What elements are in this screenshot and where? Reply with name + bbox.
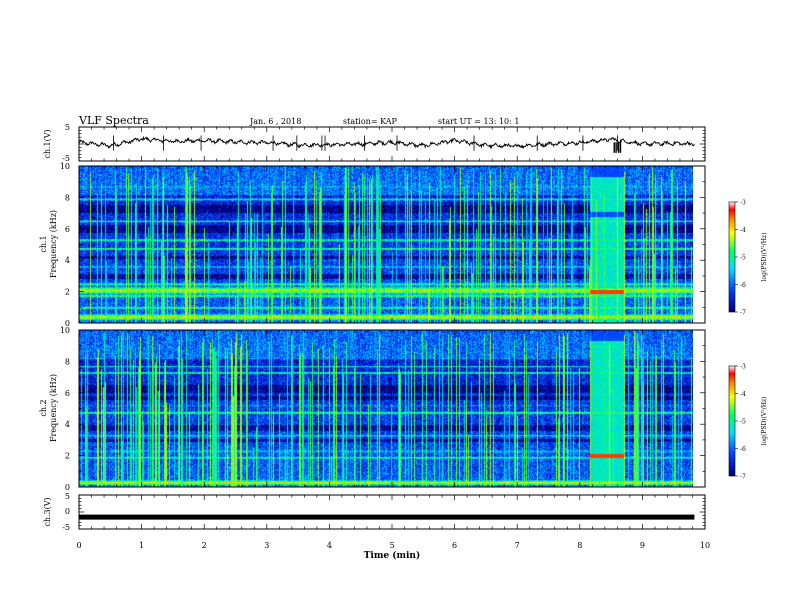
ch2-spectrogram-ticks	[78, 329, 706, 488]
ch1-spectrogram-ytick-label: 4	[65, 256, 70, 265]
x-axis-label: Time (min)	[364, 550, 421, 561]
x-axis-tick-label: 6	[452, 541, 457, 550]
ch2-spectrogram-ylabel-frequency: Frequency (kHz)	[49, 374, 58, 442]
ch3-ytick-bottom: -5	[62, 523, 70, 532]
ch1-waveform-panel: 5 -5 ch.1(V)	[43, 123, 706, 163]
ch2-spectrogram-ytick-label: 6	[65, 389, 70, 398]
x-axis-tick-label: 1	[139, 541, 144, 550]
ch2-colorbar-tick-label: -7	[740, 474, 746, 481]
ch2-colorbar-label: log(PSD)(V²/Hz)	[761, 397, 768, 446]
ch1-ytick-bottom: -5	[62, 154, 70, 163]
ch1-waveform-line	[78, 135, 695, 150]
ch1-ytick-top: 5	[65, 123, 70, 132]
ch1-spectrogram-ytick-label: 0	[65, 319, 70, 328]
header-start-time: start UT = 13: 10: 1	[438, 117, 519, 126]
ch3-waveform-frame	[78, 494, 706, 530]
ch1-colorbar-tick-label: -3	[740, 200, 746, 207]
ch1-spectrogram-ytick-label: 10	[60, 162, 70, 171]
x-axis-tick-label: 9	[640, 541, 645, 550]
ch2-colorbar-tick-label: -3	[740, 364, 746, 371]
ch3-ytick-middle: 0	[65, 507, 70, 516]
figure-title: VLF Spectra	[78, 114, 149, 127]
ch2-colorbar-ticks: -3 -4 -5 -6 -7	[735, 364, 746, 481]
ch2-colorbar: -3 -4 -5 -6 -7 log(PSD)(V²/Hz)	[728, 364, 768, 481]
ch3-waveform-ticks	[78, 494, 706, 530]
ch3-waveform-ylabel: ch.3(V)	[43, 497, 52, 526]
header-station: station= KAP	[343, 117, 398, 126]
ch3-waveform-panel: 5 0 -5 ch.3(V)	[43, 492, 706, 532]
ch3-ytick-top: 5	[65, 492, 70, 501]
x-axis-tick-labels: 0 1 2 3 4 5 6 7 8 9 10	[76, 541, 710, 550]
ch1-spectrogram-ylabel-frequency: Frequency (kHz)	[49, 210, 58, 278]
ch2-colorbar-tick-label: -5	[740, 419, 746, 426]
x-axis-tick-label: 8	[577, 541, 582, 550]
x-axis-tick-label: 2	[202, 541, 207, 550]
ch1-colorbar-scale	[728, 201, 736, 313]
x-axis-tick-label: 3	[264, 541, 269, 550]
ch2-spectrogram-image	[79, 330, 693, 487]
ch2-colorbar-tick-label: -4	[740, 391, 746, 398]
ch2-colorbar-scale	[728, 365, 736, 477]
ch1-colorbar-label: log(PSD)(V²/Hz)	[761, 233, 768, 282]
ch1-waveform-spikes	[113, 135, 622, 153]
x-axis-tick-label: 4	[327, 541, 332, 550]
ch1-colorbar-tick-label: -7	[740, 310, 746, 317]
x-axis-tick-label: 10	[700, 541, 710, 550]
ch1-waveform-ylabel: ch.1(V)	[43, 129, 52, 158]
ch1-spectrogram-panel: 0 2 4 6 8 10 ch.1 Frequency (kHz)	[39, 162, 706, 328]
ch2-colorbar-tick-label: -6	[740, 446, 746, 453]
ch2-spectrogram-ytick-label: 0	[65, 483, 70, 492]
ch2-spectrogram-ytick-labels: 0 2 4 6 8 10	[60, 326, 70, 492]
x-axis-tick-label: 0	[76, 541, 81, 550]
ch1-colorbar-tick-label: -5	[740, 255, 746, 262]
ch2-spectrogram-panel: 0 2 4 6 8 10 ch.2 Frequency (kHz)	[39, 326, 706, 492]
ch1-spectrogram-image	[79, 166, 693, 323]
ch1-colorbar-ticks: -3 -4 -5 -6 -7	[735, 200, 746, 317]
ch2-spectrogram-ytick-label: 8	[65, 357, 70, 366]
x-axis-tick-label: 5	[389, 541, 394, 550]
ch1-spectrogram-ytick-label: 6	[65, 225, 70, 234]
ch1-spectrogram-ytick-labels: 0 2 4 6 8 10	[60, 162, 70, 328]
x-axis-tick-label: 7	[515, 541, 520, 550]
ch3-waveform-line	[79, 514, 695, 520]
ch1-waveform-frame	[78, 126, 706, 162]
ch1-colorbar: -3 -4 -5 -6 -7 log(PSD)(V²/Hz)	[728, 200, 768, 317]
ch1-colorbar-tick-label: -6	[740, 282, 746, 289]
ch2-spectrogram-ytick-label: 10	[60, 326, 70, 335]
ch1-spectrogram-ylabel-channel: ch.1	[39, 235, 48, 252]
ch1-spectrogram-ytick-label: 8	[65, 193, 70, 202]
ch2-spectrogram-ytick-label: 2	[65, 452, 70, 461]
ch1-waveform-ticks	[78, 126, 706, 162]
ch2-spectrogram-ytick-label: 4	[65, 420, 70, 429]
header-date: Jan. 6 , 2018	[249, 117, 301, 126]
ch1-colorbar-tick-label: -4	[740, 227, 746, 234]
ch1-spectrogram-ytick-label: 2	[65, 288, 70, 297]
ch2-spectrogram-ylabel-channel: ch.2	[39, 399, 48, 416]
ch1-spectrogram-ticks	[78, 165, 706, 324]
